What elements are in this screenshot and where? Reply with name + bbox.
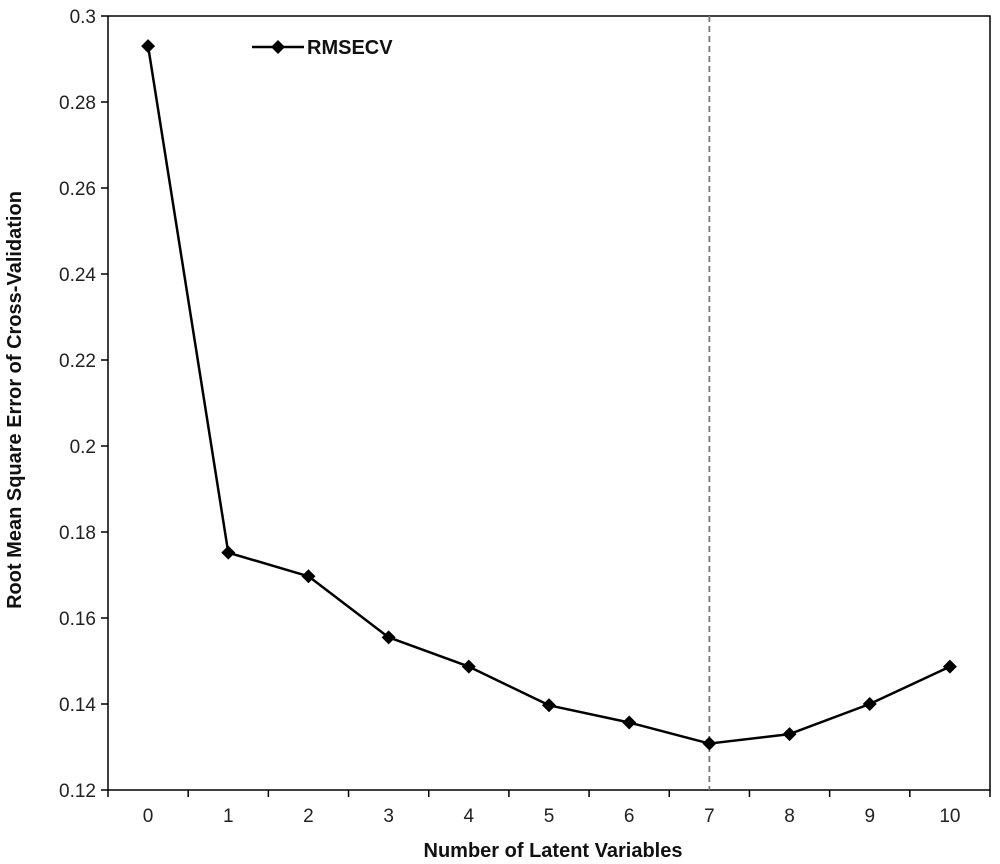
- x-tick-label: 4: [464, 806, 475, 827]
- legend-label: RMSECV: [307, 37, 393, 59]
- legend-diamond-marker: [271, 40, 285, 54]
- x-tick-label: 1: [223, 806, 234, 827]
- y-axis-ticks: 0.12 0.14 0.16 0.18 0.2 0.22 0.24 0.26 0.28 0.3: [59, 7, 108, 802]
- x-tick-label: 8: [784, 806, 795, 827]
- y-tick-label: 0.14: [59, 695, 96, 716]
- data-point-marker: [782, 727, 797, 742]
- y-tick-label: 0.18: [59, 523, 96, 544]
- x-tick-label: 6: [624, 806, 635, 827]
- data-point-marker: [702, 736, 717, 751]
- y-tick-label: 0.22: [59, 351, 96, 372]
- x-tick-label: 2: [303, 806, 314, 827]
- legend: RMSECV: [252, 37, 393, 59]
- data-point-marker: [381, 630, 396, 645]
- data-point-marker: [221, 545, 236, 560]
- data-point-marker: [301, 569, 316, 584]
- plot-area: [107, 15, 991, 791]
- data-point-marker: [862, 697, 877, 711]
- y-tick-label: 0.26: [59, 179, 96, 200]
- y-axis-title: Root Mean Square Error of Cross-Validati…: [4, 191, 26, 609]
- y-tick-label: 0.16: [59, 609, 96, 630]
- y-tick-label: 0.24: [59, 265, 96, 286]
- x-tick-label: 7: [704, 806, 715, 827]
- x-tick-label: 0: [143, 806, 154, 827]
- x-tick-label: 9: [864, 806, 875, 827]
- y-tick-label: 0.28: [59, 93, 96, 114]
- x-axis-title: Number of Latent Variables: [424, 840, 683, 862]
- x-tick-label: 10: [939, 806, 960, 827]
- x-axis-ticks: 0 1 2 3 4 5 6 7 8 9 10: [107, 790, 991, 827]
- x-tick-label: 3: [383, 806, 394, 827]
- y-tick-label: 0.2: [70, 437, 96, 458]
- data-point-marker: [542, 698, 556, 713]
- data-point-marker: [622, 715, 637, 730]
- y-tick-label: 0.3: [70, 7, 96, 28]
- x-tick-label: 5: [544, 806, 555, 827]
- y-tick-label: 0.12: [59, 781, 96, 802]
- data-point-marker: [461, 659, 476, 674]
- data-point-marker: [942, 659, 957, 674]
- series-group: [141, 39, 957, 751]
- data-point-marker: [141, 39, 156, 54]
